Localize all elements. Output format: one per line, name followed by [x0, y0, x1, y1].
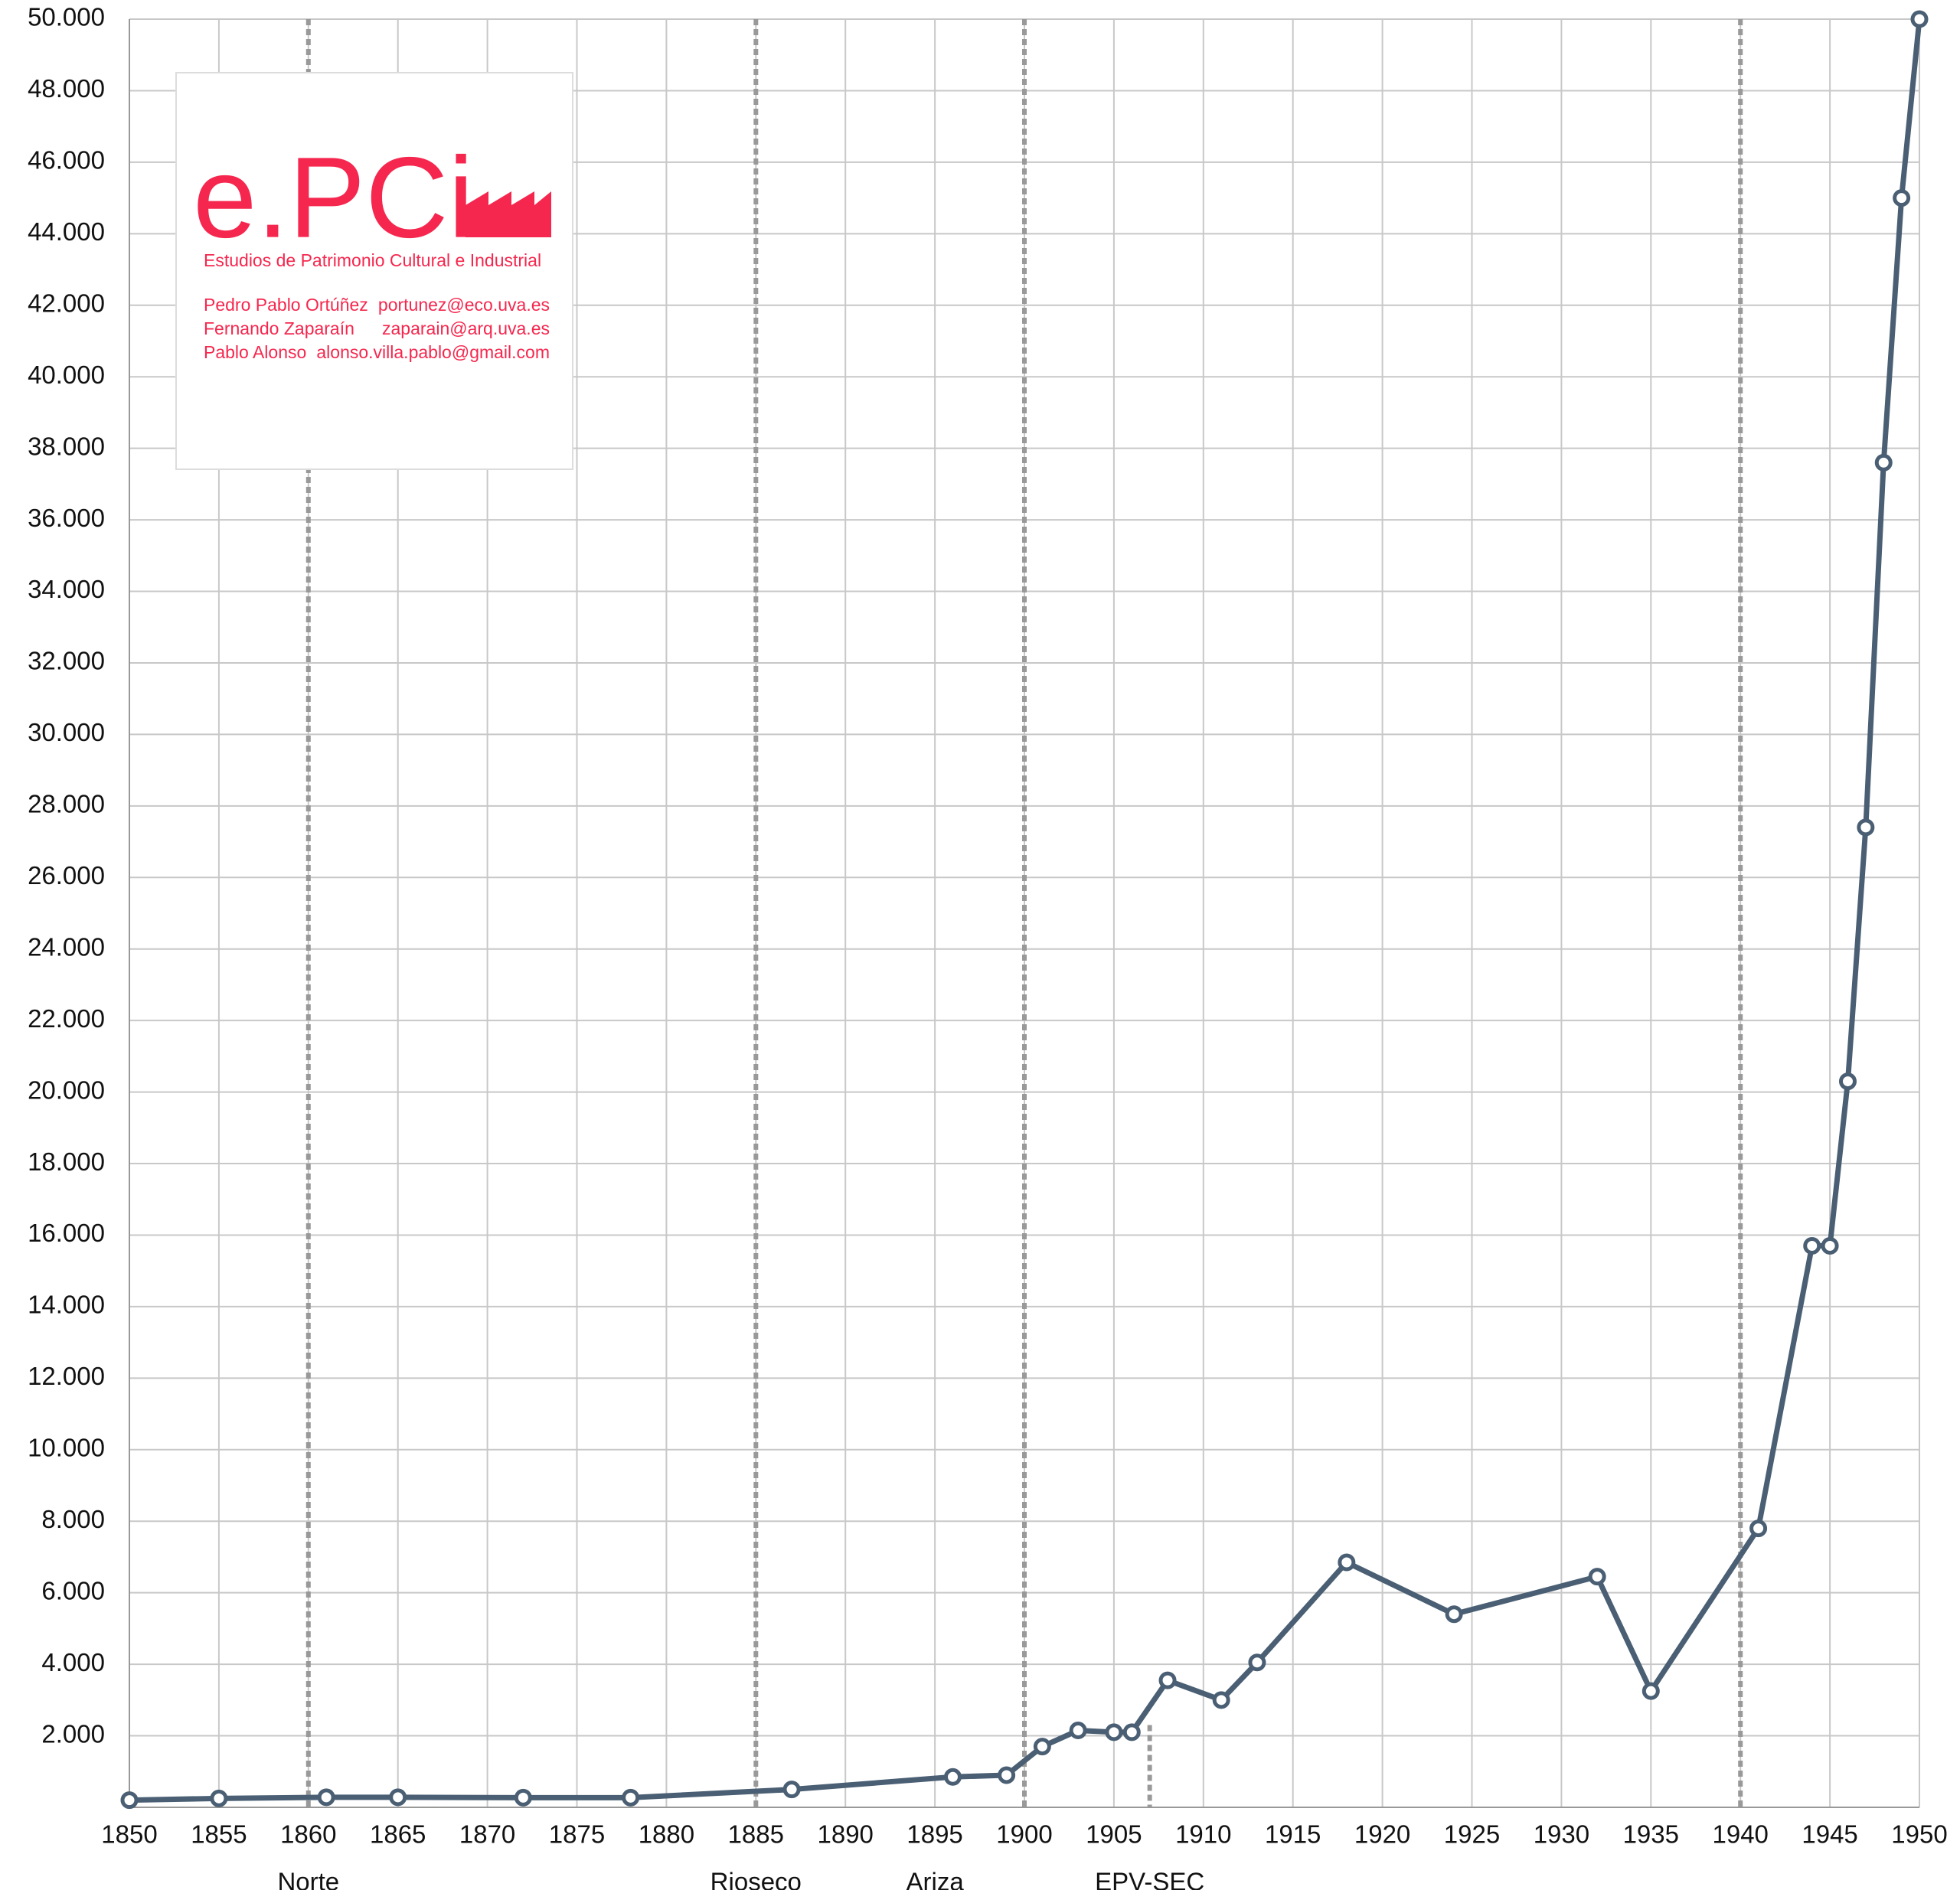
- x-tick-label: 1865: [370, 1820, 426, 1849]
- y-tick-label: 16.000: [28, 1219, 105, 1247]
- point: [943, 1768, 962, 1786]
- y-tick-label: 42.000: [28, 289, 105, 317]
- plot: [120, 10, 1929, 1810]
- y-tick-label: 28.000: [28, 790, 105, 818]
- y-tick-label: 22.000: [28, 1004, 105, 1033]
- y-tick-label: 18.000: [28, 1147, 105, 1176]
- point: [1445, 1605, 1463, 1624]
- point: [1122, 1723, 1141, 1741]
- logo: e.PCi Estudios de Patrimonio Cultural e …: [175, 72, 573, 470]
- point: [210, 1789, 228, 1807]
- y-tick-label: 40.000: [28, 361, 105, 389]
- x-tick-label: 1870: [459, 1820, 515, 1849]
- x-tick-label: 1945: [1802, 1820, 1857, 1849]
- point: [1033, 1738, 1051, 1756]
- x-tick-label: 1905: [1086, 1820, 1142, 1849]
- y-tick-label: 6.000: [41, 1576, 105, 1604]
- logo-subtitle: Estudios de Patrimonio Cultural e Indust…: [204, 250, 541, 270]
- y-tick-label: 20.000: [28, 1076, 105, 1104]
- logo-title: e.PCi: [193, 133, 474, 262]
- x-tick-label: 1885: [728, 1820, 784, 1849]
- annotation: Rioseco: [710, 1868, 802, 1890]
- x-tick-label: 1930: [1534, 1820, 1589, 1849]
- point: [1248, 1653, 1266, 1672]
- y-tick-label: 46.000: [28, 146, 105, 175]
- x-tick-label: 1890: [817, 1820, 873, 1849]
- logo-email: portunez@eco.uva.es: [378, 295, 550, 315]
- x-tick-label: 1860: [280, 1820, 336, 1849]
- y-tick-label: 10.000: [28, 1434, 105, 1462]
- grid: [129, 18, 1920, 1808]
- x-tick-label: 1920: [1354, 1820, 1410, 1849]
- point: [1105, 1723, 1123, 1741]
- y-tick-label: 38.000: [28, 432, 105, 460]
- x-tick-label: 1875: [549, 1820, 605, 1849]
- y-tick-label: 14.000: [28, 1291, 105, 1319]
- y-tick-label: 44.000: [28, 217, 105, 246]
- y-tick-label: 30.000: [28, 718, 105, 746]
- x-tick-label: 1900: [996, 1820, 1052, 1849]
- y-tick-label: 24.000: [28, 932, 105, 961]
- x-tick-label: 1915: [1265, 1820, 1321, 1849]
- y-tick-label: 4.000: [41, 1648, 105, 1676]
- y-tick-label: 48.000: [28, 74, 105, 103]
- y-tick-label: 32.000: [28, 647, 105, 675]
- point: [120, 1791, 139, 1810]
- y-tick-label: 50.000: [28, 3, 105, 31]
- point: [782, 1781, 801, 1799]
- logo-name: Pablo Alonso: [204, 342, 306, 362]
- y-tick-label: 2.000: [41, 1719, 105, 1748]
- point: [1803, 1236, 1821, 1255]
- logo-name: Fernando Zaparaín: [204, 318, 354, 338]
- point: [998, 1766, 1016, 1784]
- point: [1069, 1722, 1087, 1740]
- point: [1893, 189, 1911, 207]
- logo-people: Pedro Pablo Ortúñez portunez@eco.uva.es Fe…: [204, 295, 550, 362]
- point: [1588, 1568, 1606, 1586]
- y-tick-label: 34.000: [28, 575, 105, 603]
- x-tick-label: 1950: [1891, 1820, 1947, 1849]
- point: [1749, 1520, 1768, 1538]
- x-tick-label: 1910: [1175, 1820, 1231, 1849]
- line: [129, 18, 1922, 1803]
- point: [622, 1788, 640, 1807]
- x-tick-label: 1925: [1444, 1820, 1500, 1849]
- point: [1642, 1682, 1660, 1700]
- point: [1821, 1236, 1839, 1255]
- logo-name: Pedro Pablo Ortúñez: [204, 295, 368, 315]
- point: [1910, 10, 1929, 28]
- point: [317, 1788, 335, 1807]
- point: [1212, 1691, 1230, 1709]
- y-tick-label: 12.000: [28, 1362, 105, 1390]
- point: [1158, 1671, 1177, 1689]
- logo-icon: [466, 191, 551, 237]
- y-tick-label: 36.000: [28, 504, 105, 532]
- y-tick-label: 26.000: [28, 861, 105, 890]
- annotation: EPV-SEC: [1095, 1868, 1204, 1890]
- x-tick-label: 1895: [906, 1820, 962, 1849]
- annotation: Ariza: [906, 1868, 965, 1890]
- logo-email: alonso.villa.pablo@gmail.com: [316, 342, 550, 362]
- x-tick-label: 1935: [1623, 1820, 1679, 1849]
- point: [1338, 1553, 1356, 1572]
- x-tick-label: 1940: [1712, 1820, 1768, 1849]
- x-tick-label: 1850: [101, 1820, 157, 1849]
- logo-box: [175, 72, 573, 470]
- annotation: Norte: [277, 1868, 339, 1890]
- x-tick-label: 1880: [639, 1820, 694, 1849]
- point: [1874, 453, 1893, 472]
- point: [1857, 818, 1875, 837]
- point: [1838, 1072, 1857, 1091]
- logo-email: zaparain@arq.uva.es: [382, 318, 550, 338]
- y-tick-label: 8.000: [41, 1505, 105, 1533]
- x-tick-label: 1855: [191, 1820, 247, 1849]
- point: [389, 1788, 407, 1807]
- point: [514, 1788, 532, 1807]
